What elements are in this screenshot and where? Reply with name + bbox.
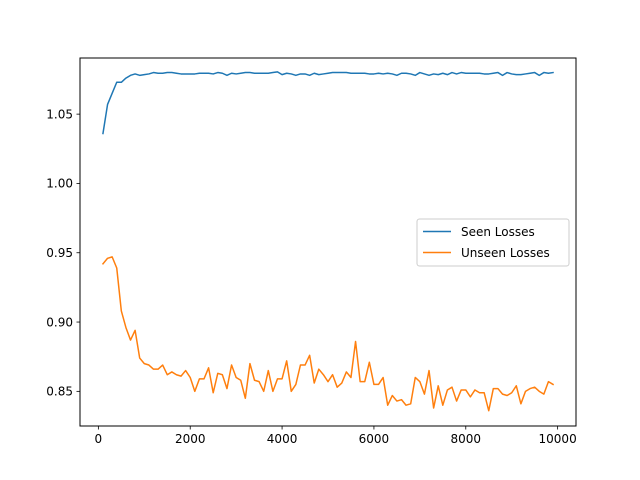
y-tick-label: 1.05 bbox=[46, 107, 73, 121]
legend-label-seen-losses: Seen Losses bbox=[461, 225, 535, 239]
x-axis: 0 2000 4000 6000 8000 10000 bbox=[95, 426, 577, 446]
legend-box bbox=[416, 218, 570, 267]
y-tick-label: 0.90 bbox=[46, 315, 73, 329]
x-tick-label: 2000 bbox=[175, 432, 206, 446]
x-tick-label: 4000 bbox=[267, 432, 298, 446]
x-tick-label: 6000 bbox=[359, 432, 390, 446]
x-tick-label: 0 bbox=[95, 432, 103, 446]
y-axis: 0.85 0.90 0.95 1.00 1.05 bbox=[46, 107, 80, 399]
y-tick-label: 0.85 bbox=[46, 385, 73, 399]
series-line-seen-losses bbox=[102, 71, 554, 135]
axes-frame bbox=[79, 57, 577, 427]
legend-label-unseen-losses: Unseen Losses bbox=[461, 246, 550, 260]
series-lines bbox=[101, 71, 555, 412]
legend: Seen Losses Unseen Losses bbox=[416, 218, 570, 267]
y-tick-label: 0.95 bbox=[46, 246, 73, 260]
x-tick-label: 8000 bbox=[451, 432, 482, 446]
y-tick-label: 1.00 bbox=[46, 177, 73, 191]
series-line-unseen-losses bbox=[101, 256, 555, 412]
x-tick-label: 10000 bbox=[539, 432, 577, 446]
